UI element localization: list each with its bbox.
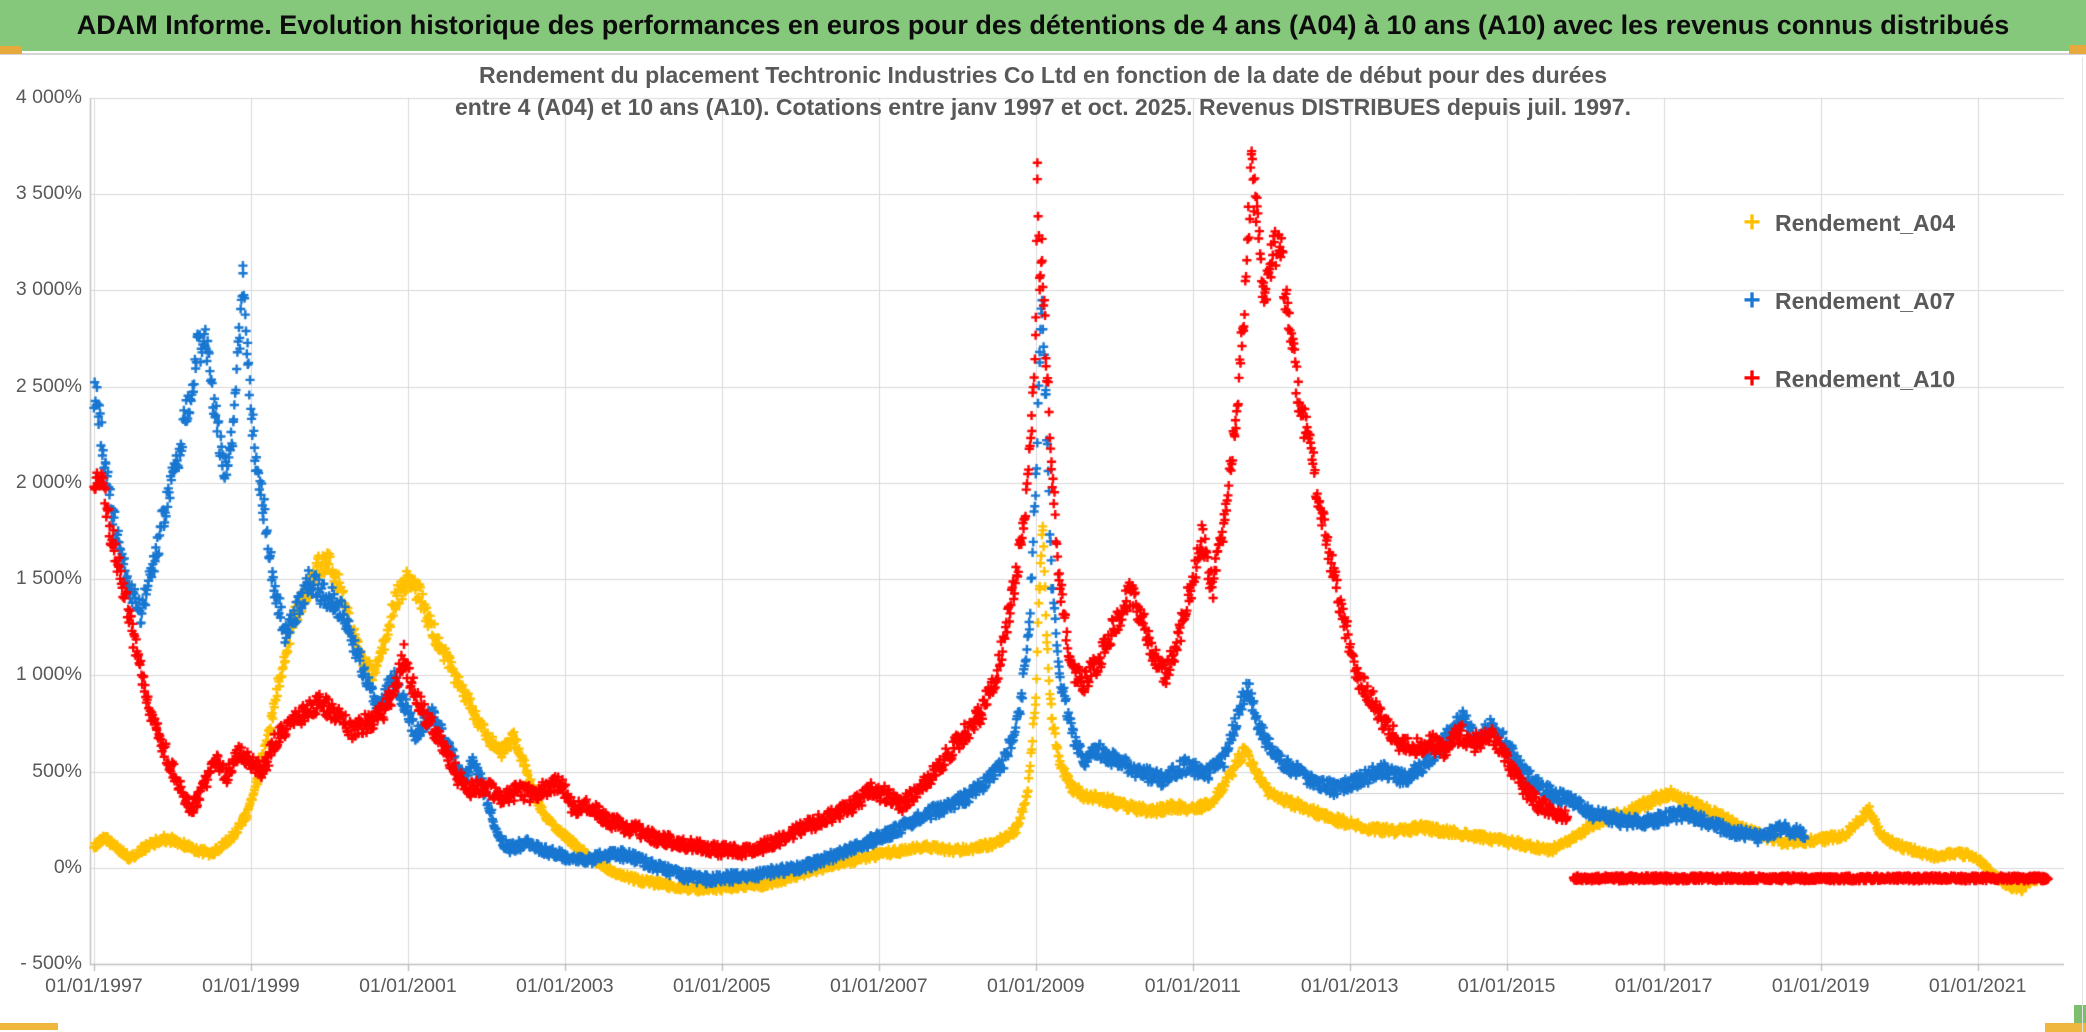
y-axis-label: 1 000% (15, 663, 82, 686)
x-axis-label: 01/01/2019 (1771, 975, 1870, 997)
legend-item-a04[interactable]: + Rendement_A04 (1735, 184, 1955, 262)
x-axis-label: 01/01/2001 (359, 975, 457, 997)
y-axis-label: 1 500% (15, 567, 82, 590)
x-axis-label: 01/01/2015 (1457, 975, 1556, 997)
x-axis-label: 01/01/2003 (516, 975, 614, 997)
legend-label: Rendement_A04 (1775, 209, 1956, 236)
chart-title-line2: entre 4 (A04) et 10 ans (A10). Cotations… (455, 94, 1631, 120)
y-axis-label: 2 000% (15, 470, 82, 493)
legend-item-a07[interactable]: + Rendement_A07 (1735, 262, 1955, 340)
y-axis-label: 4 000% (15, 86, 82, 108)
plus-marker-icon: + (1743, 284, 1761, 317)
legend-label: Rendement_A10 (1775, 365, 1956, 392)
chart-title-line1: Rendement du placement Techtronic Indust… (479, 62, 1607, 88)
x-axis-label: 01/01/1997 (45, 975, 143, 997)
x-axis-label: 01/01/2011 (1144, 975, 1241, 997)
y-axis-label: 500% (32, 759, 82, 782)
x-axis-label: 01/01/2005 (673, 975, 771, 997)
x-axis-label: 01/01/2009 (986, 975, 1085, 997)
x-axis-label: 01/01/2017 (1614, 975, 1713, 997)
y-axis-label: 0% (53, 855, 82, 878)
y-axis-label: 3 500% (15, 182, 82, 205)
y-axis-label: 3 000% (15, 278, 82, 301)
y-axis-label: - 500% (20, 952, 82, 974)
plus-marker-icon: + (1743, 362, 1761, 395)
x-axis-label: 01/01/1999 (202, 975, 300, 997)
x-axis-label: 01/01/2007 (830, 975, 928, 997)
legend-label: Rendement_A07 (1775, 287, 1956, 314)
x-axis-label: 01/01/2013 (1300, 975, 1399, 997)
legend-item-a10[interactable]: + Rendement_A10 (1735, 340, 1955, 418)
x-axis-label: 01/01/2021 (1928, 975, 2027, 997)
plus-marker-icon: + (1743, 206, 1761, 239)
y-axis-label: 2 500% (15, 374, 82, 397)
legend: + Rendement_A04 + Rendement_A07 + Rendem… (1735, 184, 1955, 418)
